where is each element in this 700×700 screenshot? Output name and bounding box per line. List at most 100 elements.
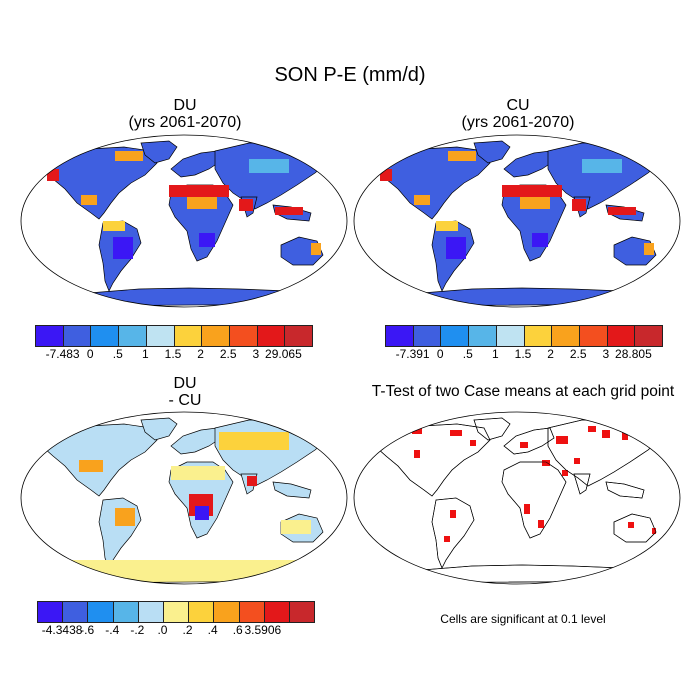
colorbar-swatch	[63, 602, 89, 622]
significant-cell	[602, 430, 610, 438]
aus-warm-patch	[311, 243, 321, 255]
continent-northAmerica	[43, 146, 158, 220]
colorbar-swatch	[138, 602, 164, 622]
colorbar-swatch	[113, 602, 139, 622]
canada-warm-patch	[448, 151, 476, 161]
colorbar-tick-label: -.4	[105, 623, 120, 637]
colorbar-swatch	[239, 602, 265, 622]
aus-pale-patch	[281, 520, 311, 534]
amazon-wet-patch	[113, 237, 133, 259]
continent-outline-europe	[503, 427, 555, 455]
colorbar-swatch	[524, 326, 553, 346]
map-border	[353, 134, 681, 308]
samerica-yellow-patch	[436, 221, 458, 231]
colorbar-swatch	[264, 602, 290, 622]
significant-cell	[542, 460, 550, 466]
map-land-layer	[43, 417, 332, 584]
colorbar-tick-label: 1.5	[164, 347, 182, 361]
colorbar-tick-label: -7.483	[45, 347, 80, 361]
asia-positive-patch	[219, 432, 289, 450]
antarctica-pale-band	[59, 560, 319, 580]
continent-outline-antarctica	[381, 564, 665, 584]
colorbar-swatch	[189, 602, 215, 622]
significant-cell	[450, 510, 456, 518]
continent-outline-southAmerica	[431, 497, 475, 569]
siberia-mid-patch	[582, 159, 622, 173]
colorbar-tick-label: 2.5	[569, 347, 587, 361]
continent-greenland	[473, 417, 511, 441]
colorbar-tick-label: .5	[462, 347, 473, 361]
colorbar-tick-label: 1	[142, 347, 149, 361]
alaska-wet-patch	[47, 169, 59, 181]
colorbar-tick-label: 29.065	[265, 347, 302, 361]
continent-greenland	[473, 140, 511, 164]
panel-title-cu: CU (yrs 2061-2070)	[353, 97, 683, 131]
colorbar-tick-label: -.6	[80, 623, 95, 637]
seasia-dry-patch	[608, 207, 636, 215]
significant-cell	[574, 458, 580, 464]
colorbar-swatch	[174, 326, 203, 346]
colorbar-tick-label: 0	[436, 347, 444, 361]
africa-wet-patch	[532, 233, 548, 247]
alaska-wet-patch	[380, 169, 392, 181]
continent-northAmerica	[376, 423, 491, 497]
africa-wet-patch	[199, 233, 215, 247]
continent-outline-seAsia	[605, 481, 645, 499]
colorbar-swatch	[119, 326, 147, 346]
significant-cell	[652, 528, 656, 534]
continent-antarctica	[48, 287, 332, 307]
panel-title-ttest: T-Test of two Case means at each grid po…	[353, 383, 693, 400]
significant-cell	[562, 470, 568, 476]
continent-outline-australia	[613, 513, 657, 543]
canada-warm-patch	[115, 151, 143, 161]
colorbar-swatch	[496, 326, 525, 346]
continent-outline-northAmerica	[376, 423, 491, 497]
colorbar-swatch	[552, 326, 580, 346]
colorbar-du-labels: -7.483 0 .5 1 1.5 2 2.5 3 29.065	[35, 347, 311, 363]
colorbar-tick-label: 3.5906	[244, 623, 282, 637]
map-diff	[20, 411, 348, 585]
panel-title-line1: DU	[173, 375, 197, 392]
continent-asia	[547, 142, 665, 210]
colorbar-tick-label: 1.5	[514, 347, 532, 361]
significant-cell	[414, 450, 420, 458]
india-dry-patch	[239, 199, 253, 211]
us-positive-patch	[79, 460, 103, 472]
continent-greenland	[140, 140, 178, 164]
significant-cell	[524, 504, 530, 514]
significance-note: Cells are significant at 0.1 level	[440, 612, 606, 626]
significant-cell	[520, 442, 528, 448]
colorbar-du	[35, 325, 313, 347]
colorbar-tick-label: .5	[112, 347, 123, 361]
panel-title-line1: DU	[173, 97, 197, 114]
colorbar-tick-label: -.2	[130, 623, 145, 637]
samerica-positive-patch	[115, 508, 135, 526]
panel-title-line2: - CU	[168, 392, 202, 409]
colorbar-cu	[385, 325, 663, 347]
colorbar-tick-label: 28.805	[615, 347, 652, 361]
colorbar-swatch	[36, 326, 64, 346]
colorbar-tick-label: .2	[182, 623, 193, 637]
continent-asia	[214, 419, 332, 487]
panel-title-line1: T-Test of two Case means at each grid po…	[371, 383, 675, 400]
seasia-dry-patch	[275, 207, 303, 215]
map-ttest	[353, 411, 681, 585]
panel-title-diff: DU - CU	[20, 375, 350, 409]
continent-antarctica	[381, 564, 665, 584]
colorbar-swatch	[386, 326, 414, 346]
continent-europe	[503, 150, 555, 178]
colorbar-swatch	[163, 602, 190, 622]
amazon-wet-patch	[446, 237, 466, 259]
continent-outline-asia	[547, 419, 665, 487]
colorbar-tick-label: 2	[547, 347, 554, 361]
india-dry-patch	[572, 199, 586, 211]
continent-seAsia	[272, 481, 312, 499]
colorbar-tick-label: .0	[157, 623, 168, 637]
map-cu	[353, 134, 681, 308]
continent-outline-africa	[501, 461, 567, 539]
africa-warm-patch	[187, 197, 217, 209]
colorbar-swatch	[469, 326, 497, 346]
africa-negative-patch	[195, 506, 209, 520]
colorbar-swatch	[91, 326, 120, 346]
colorbar-swatch	[607, 326, 636, 346]
